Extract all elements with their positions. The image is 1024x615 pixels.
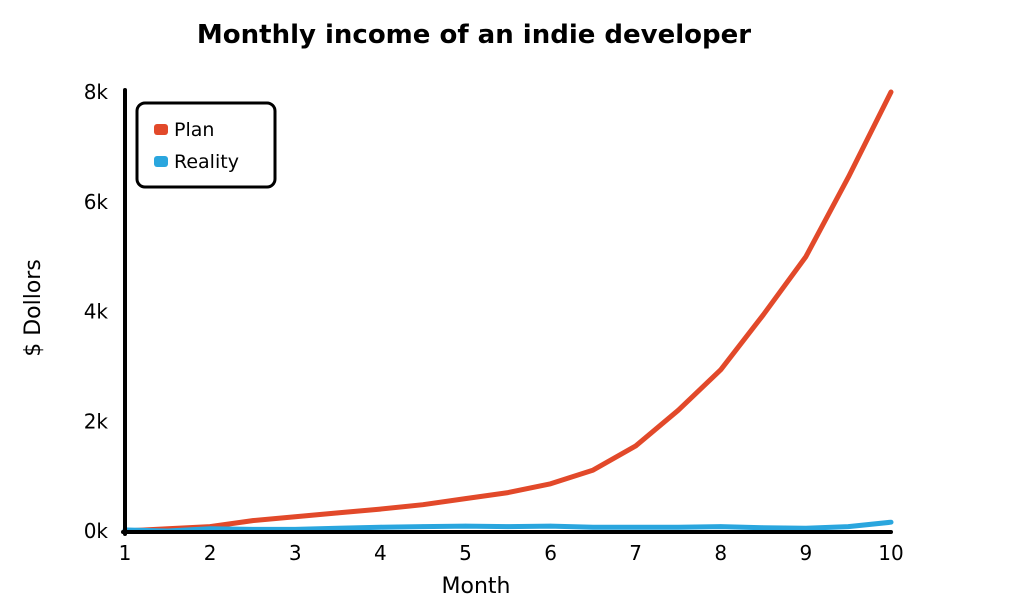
data-point-plan (293, 514, 298, 519)
x-axis-label: Month (442, 574, 511, 599)
x-tick-label: 8 (714, 541, 727, 565)
data-point-plan (548, 481, 553, 486)
data-point-plan (718, 367, 723, 372)
data-point-reality (718, 524, 723, 529)
legend-swatch-reality (154, 156, 168, 167)
data-point-plan (888, 89, 894, 95)
legend-box (135, 101, 277, 189)
y-tick-label: 4k (84, 300, 109, 324)
data-point-reality (590, 525, 596, 530)
data-point-reality (846, 524, 851, 529)
data-point-reality (888, 520, 894, 525)
data-point-reality (378, 525, 383, 530)
y-tick-label: 0k (84, 519, 109, 543)
data-point-reality (633, 525, 638, 530)
data-point-reality (505, 524, 511, 529)
data-point-reality (420, 524, 426, 529)
data-point-reality (548, 523, 553, 529)
data-point-reality (207, 526, 213, 531)
data-point-plan (761, 312, 766, 317)
legend-swatch-plan (154, 124, 168, 135)
data-point-plan (676, 408, 681, 413)
x-tick-label: 6 (544, 541, 557, 565)
data-point-plan (463, 496, 468, 501)
y-tick-label: 8k (84, 80, 109, 104)
data-point-reality (803, 526, 809, 531)
legend: Plan Reality (135, 101, 277, 189)
x-tick-label: 4 (374, 541, 387, 565)
data-point-plan (633, 443, 638, 449)
x-tick-label: 5 (459, 541, 472, 565)
data-point-reality (335, 526, 340, 531)
data-point-reality (463, 523, 468, 529)
data-point-plan (846, 174, 851, 180)
legend-label-plan: Plan (174, 119, 214, 141)
x-tick-label: 2 (204, 541, 217, 565)
chart-title: Monthly income of an indie developer (197, 20, 751, 50)
x-tick-label: 7 (629, 541, 642, 565)
ticks-layer: 1 2 3 4 5 6 7 8 9 10 0k 2k 4k 6k 8k (84, 80, 904, 565)
x-tick-label: 1 (119, 541, 132, 565)
y-axis-label: $ Dollors (21, 259, 46, 357)
x-tick-label: 10 (878, 541, 903, 565)
x-tick-label: 9 (800, 541, 813, 565)
legend-label-reality: Reality (174, 151, 239, 173)
y-tick-label: 2k (84, 409, 109, 433)
data-point-plan (803, 254, 809, 259)
data-point-plan (505, 490, 511, 495)
data-point-plan (335, 510, 340, 516)
data-point-reality (676, 525, 681, 530)
series-layer (122, 89, 894, 534)
data-point-plan (378, 506, 383, 512)
data-point-plan (590, 467, 596, 473)
x-tick-label: 3 (289, 541, 302, 565)
axes-layer (121, 88, 893, 536)
y-tick-label: 6k (84, 190, 109, 214)
data-point-reality (761, 525, 766, 530)
data-point-plan (420, 502, 426, 507)
data-point-plan (250, 518, 255, 523)
